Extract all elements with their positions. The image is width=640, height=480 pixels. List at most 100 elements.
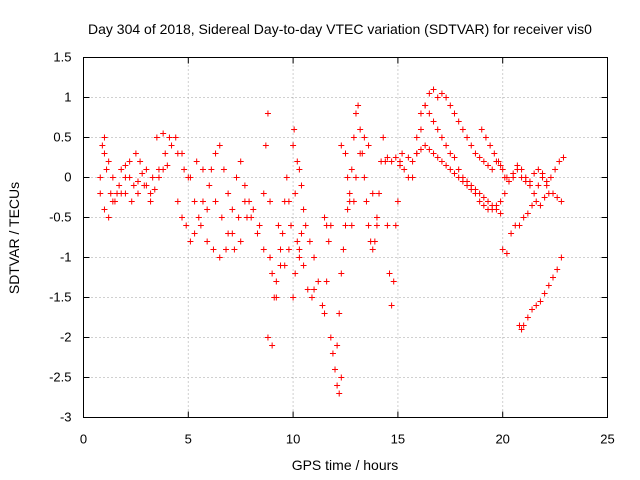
data-point-marker bbox=[246, 198, 253, 205]
data-point-marker bbox=[417, 126, 424, 133]
data-point-marker bbox=[105, 214, 112, 221]
data-point-marker bbox=[380, 134, 387, 141]
data-point-marker bbox=[237, 238, 244, 245]
data-point-marker bbox=[296, 166, 303, 173]
data-point-marker bbox=[388, 158, 395, 165]
data-point-marker bbox=[434, 126, 441, 133]
data-point-marker bbox=[405, 154, 412, 161]
data-point-marker bbox=[430, 150, 437, 157]
data-point-marker bbox=[114, 190, 121, 197]
data-point-marker bbox=[218, 214, 225, 221]
data-point-marker bbox=[499, 246, 506, 253]
data-point-marker bbox=[162, 150, 169, 157]
series-track-a bbox=[97, 110, 280, 301]
data-point-marker bbox=[489, 166, 496, 173]
data-point-marker bbox=[443, 94, 450, 101]
data-point-marker bbox=[210, 246, 217, 253]
data-point-marker bbox=[516, 222, 523, 229]
data-point-marker bbox=[160, 130, 167, 137]
data-point-marker bbox=[204, 206, 211, 213]
data-point-marker bbox=[137, 158, 144, 165]
data-point-marker bbox=[122, 190, 129, 197]
data-point-marker bbox=[348, 222, 355, 229]
data-point-marker bbox=[541, 290, 548, 297]
data-point-marker bbox=[191, 198, 198, 205]
data-point-marker bbox=[315, 278, 322, 285]
data-point-marker bbox=[518, 326, 525, 333]
data-point-marker bbox=[552, 166, 559, 173]
data-point-marker bbox=[531, 190, 538, 197]
data-point-marker bbox=[107, 190, 114, 197]
y-tick-label: 1 bbox=[64, 90, 71, 105]
data-point-marker bbox=[306, 238, 313, 245]
data-point-marker bbox=[109, 198, 116, 205]
data-point-marker bbox=[401, 166, 408, 173]
data-point-marker bbox=[357, 150, 364, 157]
data-point-marker bbox=[480, 158, 487, 165]
data-point-marker bbox=[99, 142, 106, 149]
data-point-marker bbox=[151, 186, 158, 193]
data-point-marker bbox=[126, 158, 133, 165]
data-point-marker bbox=[350, 198, 357, 205]
data-point-marker bbox=[311, 286, 318, 293]
data-point-marker bbox=[355, 102, 362, 109]
data-point-marker bbox=[526, 182, 533, 189]
data-point-marker bbox=[269, 342, 276, 349]
data-point-marker bbox=[388, 302, 395, 309]
data-point-marker bbox=[179, 214, 186, 221]
data-point-marker bbox=[503, 250, 510, 257]
data-point-marker bbox=[118, 166, 125, 173]
data-point-marker bbox=[260, 190, 267, 197]
data-point-marker bbox=[292, 270, 299, 277]
data-point-marker bbox=[183, 222, 190, 229]
data-point-marker bbox=[208, 166, 215, 173]
data-point-marker bbox=[434, 94, 441, 101]
data-point-marker bbox=[101, 206, 108, 213]
data-point-marker bbox=[468, 186, 475, 193]
data-point-marker bbox=[480, 194, 487, 201]
data-point-marker bbox=[116, 182, 123, 189]
data-point-marker bbox=[382, 158, 389, 165]
data-point-marker bbox=[179, 150, 186, 157]
data-point-marker bbox=[225, 190, 232, 197]
data-point-marker bbox=[392, 154, 399, 161]
series-track-j bbox=[384, 142, 504, 213]
data-point-marker bbox=[185, 174, 192, 181]
chart-title: Day 304 of 2018, Sidereal Day-to-day VTE… bbox=[88, 21, 592, 37]
data-point-marker bbox=[438, 158, 445, 165]
data-point-marker bbox=[558, 254, 565, 261]
data-point-marker bbox=[535, 166, 542, 173]
data-point-marker bbox=[181, 166, 188, 173]
data-point-marker bbox=[122, 162, 129, 169]
y-tick-label: -3 bbox=[60, 410, 72, 425]
data-point-marker bbox=[365, 222, 372, 229]
series-track-c bbox=[174, 142, 253, 245]
data-point-marker bbox=[168, 142, 175, 149]
data-point-marker bbox=[130, 182, 137, 189]
data-point-marker bbox=[231, 246, 238, 253]
data-point-marker bbox=[443, 142, 450, 149]
x-tick-label: 20 bbox=[495, 432, 509, 447]
data-point-marker bbox=[149, 174, 156, 181]
data-point-marker bbox=[520, 214, 527, 221]
data-point-marker bbox=[273, 294, 280, 301]
data-point-marker bbox=[531, 170, 538, 177]
data-point-marker bbox=[147, 190, 154, 197]
data-point-marker bbox=[277, 246, 284, 253]
data-point-marker bbox=[430, 118, 437, 125]
data-point-marker bbox=[283, 174, 290, 181]
data-point-marker bbox=[160, 166, 167, 173]
data-point-marker bbox=[254, 230, 261, 237]
x-tick-labels: 0 5 10 15 20 25 bbox=[80, 432, 615, 447]
data-point-marker bbox=[560, 154, 567, 161]
data-point-marker bbox=[264, 110, 271, 117]
data-point-marker bbox=[212, 150, 219, 157]
data-point-marker bbox=[101, 134, 108, 141]
data-point-marker bbox=[363, 198, 370, 205]
data-point-marker bbox=[508, 230, 515, 237]
data-point-marker bbox=[417, 110, 424, 117]
data-point-marker bbox=[300, 262, 307, 269]
data-point-marker bbox=[497, 210, 504, 217]
data-point-marker bbox=[132, 150, 139, 157]
data-point-marker bbox=[482, 134, 489, 141]
